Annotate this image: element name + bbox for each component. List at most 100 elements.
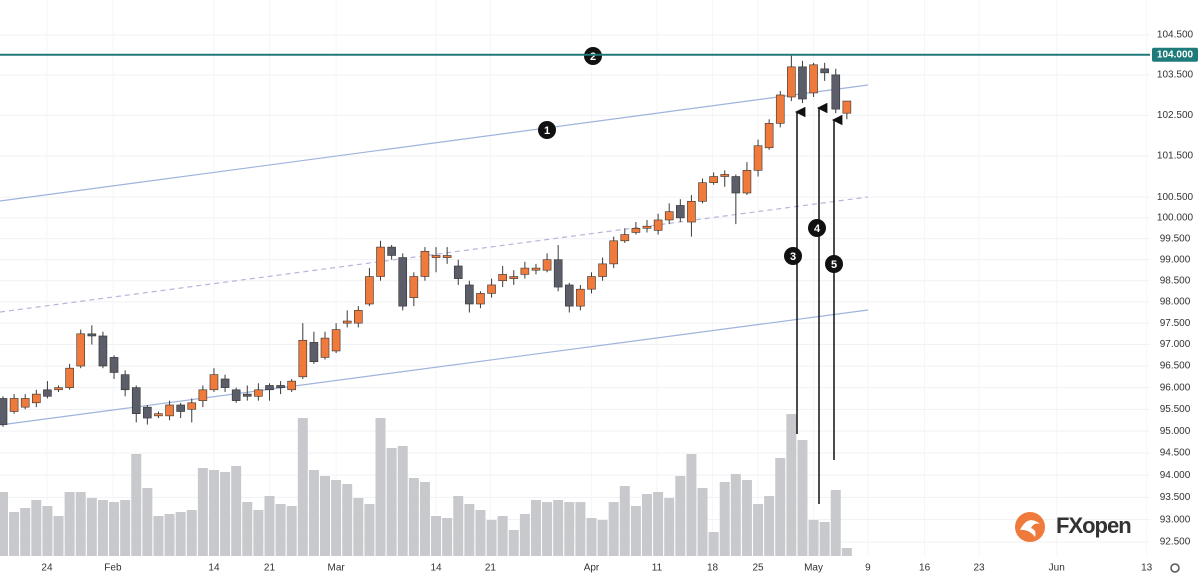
volume-bar [619,486,630,556]
y-tick-label: 98.500 [1160,275,1191,286]
candle-body [154,413,163,417]
candle-body [465,284,474,305]
y-tick-label: 104.000 [1157,49,1194,60]
volume-bar [453,496,464,556]
candle-body [220,378,230,388]
candle-body [76,333,86,367]
volume-bar [20,508,31,556]
volume-bar [419,482,430,556]
candle-body [65,367,74,388]
logo: FXopen [1015,512,1132,542]
volume-bar [830,490,841,556]
volume-bar [220,472,231,556]
candle-body [120,374,130,391]
volume-bar [397,446,408,556]
x-tick-label: 14 [208,563,220,574]
candle-body [653,219,663,231]
candle-body [731,176,741,194]
volume-bar [519,514,530,556]
volume-bar [664,498,675,556]
volume-bar [153,516,164,556]
volume-bar [31,500,42,556]
volume-bar [9,512,20,556]
volume-bar [497,516,508,556]
candle-body [531,267,541,271]
volume-bar [808,520,819,556]
candle-body [787,66,796,98]
candle-body [54,387,63,391]
candle-body [542,259,552,271]
candle-body [254,389,263,397]
settings-icon[interactable] [1170,563,1180,573]
volume-bar [197,468,208,556]
volume-bar [653,492,664,556]
candle-body [664,211,674,221]
candle-body [798,66,807,100]
volume-bar [486,520,497,556]
volume-bar [286,506,297,556]
candle-body [198,389,208,401]
volume-bar [320,476,331,556]
annotation-marker [584,47,602,65]
volume-bar [464,504,475,556]
volume-bar [586,518,597,556]
volume-bar [186,510,197,556]
candle-body [742,170,752,194]
volume-bar [97,500,108,556]
x-tick-label: Mar [327,563,345,574]
annotation-label: 4 [814,223,821,235]
volume-bar [175,512,186,556]
volume-bar [730,474,741,556]
volume-bar [364,504,375,556]
candle-body [842,100,852,114]
volume-bar [431,516,442,556]
annotation-label: 5 [831,259,837,271]
volume-bar [553,500,564,556]
candle-body [32,393,41,404]
volume-bar [53,516,64,556]
candle-body [598,263,607,277]
candle-body [587,276,596,290]
volume-bar [564,502,575,556]
volume-bar [442,518,453,556]
y-tick-label: 102.500 [1157,110,1194,121]
candle-body [509,276,519,279]
volume-bar [775,458,786,556]
gear[interactable] [1170,563,1180,573]
candle-body [387,246,396,256]
candle-body [398,257,408,307]
y-tick-label: 94.500 [1160,448,1191,459]
volume-bar [164,514,175,556]
volume-bar [275,504,286,556]
logo-text: FXopen [1056,513,1131,538]
candle-body [420,250,430,277]
candle-body [520,267,530,275]
y-tick-label: 97.000 [1160,339,1191,350]
volume-bar [530,500,541,556]
x-tick-label: Apr [584,563,600,574]
candle-body [187,402,197,410]
candle-body [442,255,452,258]
volume-bar [841,548,852,556]
candle-body [498,274,507,282]
y-tick-label: 95.500 [1160,404,1191,415]
candle-body [820,68,829,74]
candle-body [354,310,363,324]
volume-bar [131,454,142,556]
candle-body [98,335,108,367]
candle-body [176,404,185,412]
grid [0,34,1150,543]
y-tick-label: 98.000 [1160,297,1191,308]
x-tick-label: 14 [430,563,442,574]
candle-body [265,385,274,391]
annotation-marker [538,121,556,139]
candle-body [431,255,441,258]
volume-bar [675,476,686,556]
annotation-marker [808,219,826,237]
y-tick-label: 96.500 [1160,361,1191,372]
y-tick-label: 104.500 [1157,30,1194,41]
x-tick-label: 23 [973,563,985,574]
x-tick-label: May [804,563,823,574]
candle-body [753,145,763,171]
